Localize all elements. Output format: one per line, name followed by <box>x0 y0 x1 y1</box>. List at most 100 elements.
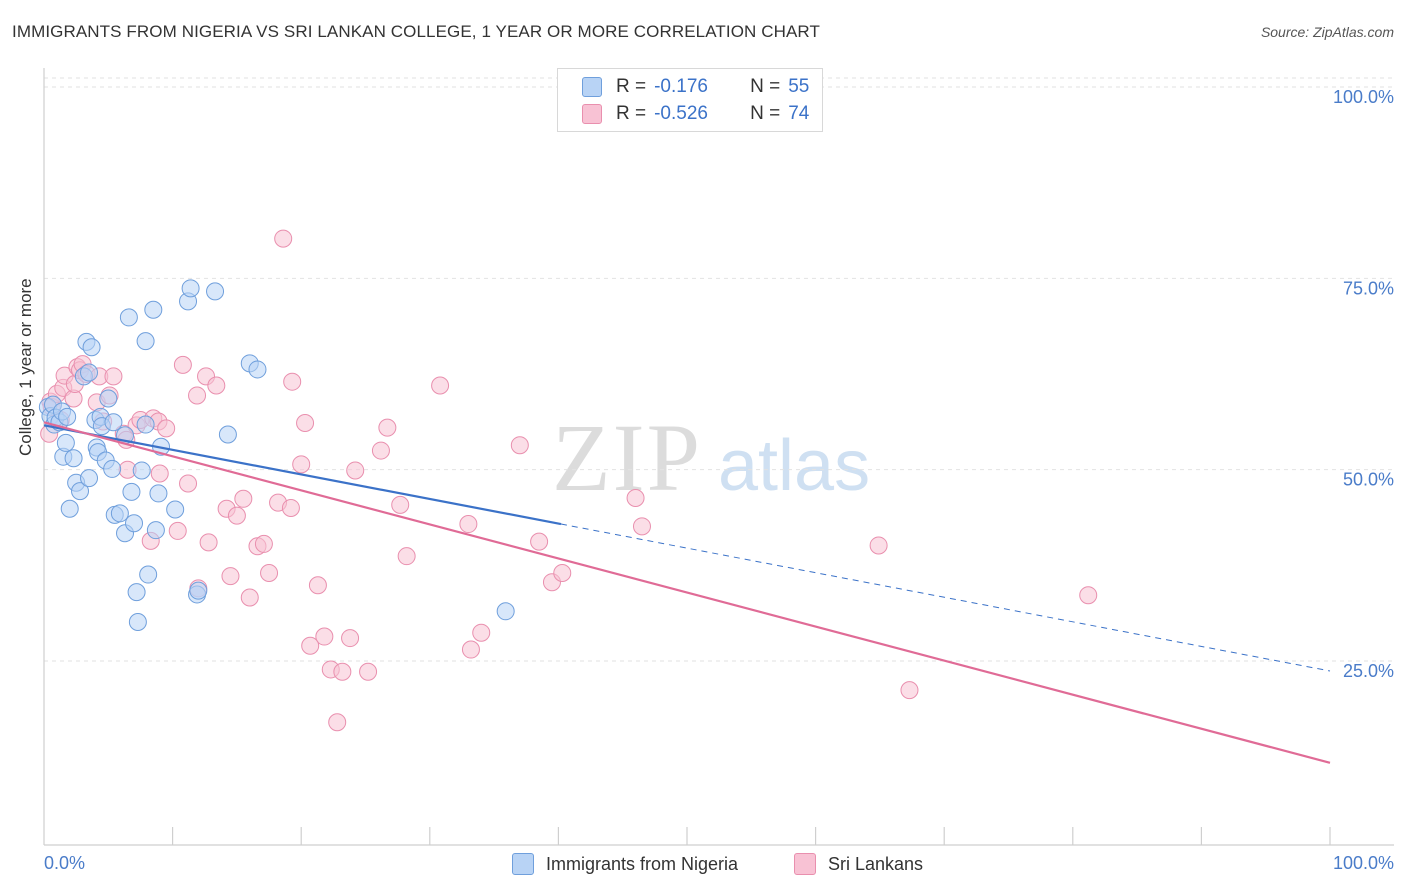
axes <box>43 68 1394 846</box>
y-tick-label: 25.0% <box>1343 661 1394 681</box>
legend-swatch-blue <box>582 77 602 97</box>
bottom-legend-srilanka: Sri Lankans <box>794 851 923 877</box>
point-nigeria <box>136 415 155 434</box>
point-nigeria <box>99 389 118 408</box>
point-nigeria <box>166 500 185 519</box>
point-nigeria <box>110 504 129 523</box>
point-sri-lankans <box>157 419 176 438</box>
point-sri-lankans <box>510 436 529 455</box>
point-sri-lankans <box>173 355 192 374</box>
point-nigeria <box>56 433 75 452</box>
point-nigeria <box>80 363 99 382</box>
bottom-legend-nigeria: Immigrants from Nigeria <box>512 851 738 877</box>
point-nigeria <box>248 360 267 379</box>
point-sri-lankans <box>260 564 279 583</box>
point-sri-lankans <box>359 662 378 681</box>
point-sri-lankans <box>431 376 450 395</box>
point-sri-lankans <box>472 623 491 642</box>
point-nigeria <box>144 300 163 319</box>
point-sri-lankans <box>168 521 187 540</box>
point-sri-lankans <box>632 517 651 536</box>
legend-row-nigeria: R = -0.176 N = 55 <box>582 75 809 99</box>
point-sri-lankans <box>207 376 226 395</box>
point-nigeria <box>136 332 155 351</box>
point-nigeria <box>132 461 151 480</box>
source-label: Source: ZipAtlas.com <box>1260 24 1394 40</box>
point-sri-lankans <box>869 536 888 555</box>
point-sri-lankans <box>227 506 246 525</box>
trend-lines <box>43 421 1331 764</box>
point-sri-lankans <box>104 367 123 386</box>
point-nigeria <box>496 602 515 621</box>
point-sri-lankans <box>900 681 919 700</box>
point-nigeria <box>189 581 208 600</box>
y-tick-label: 100.0% <box>1333 87 1394 107</box>
trend-nigeria-dashed <box>560 523 1331 672</box>
point-sri-lankans <box>188 386 207 405</box>
point-sri-lankans <box>626 489 645 508</box>
point-sri-lankans <box>397 547 416 566</box>
point-nigeria <box>60 499 79 518</box>
point-sri-lankans <box>292 455 311 474</box>
point-sri-lankans <box>328 713 347 732</box>
point-nigeria <box>206 282 225 301</box>
nigeria-points <box>38 279 515 631</box>
point-nigeria <box>146 521 165 540</box>
bottom-legend-label-srilanka: Sri Lankans <box>828 853 924 874</box>
legend-r-label: R = <box>616 76 647 97</box>
point-sri-lankans <box>240 588 259 607</box>
y-tick-label: 50.0% <box>1343 470 1394 490</box>
point-sri-lankans <box>281 498 300 517</box>
point-nigeria <box>58 407 77 426</box>
point-sri-lankans <box>346 461 365 480</box>
point-nigeria <box>122 482 141 501</box>
point-sri-lankans <box>274 229 293 248</box>
legend-r-label: R = <box>616 103 647 124</box>
legend-n-value: 74 <box>788 103 810 124</box>
point-nigeria <box>71 482 90 501</box>
point-sri-lankans <box>283 372 302 391</box>
bottom-legend-label-nigeria: Immigrants from Nigeria <box>546 853 739 874</box>
x-tick-right: 100.0% <box>1333 853 1394 873</box>
trend-sri-lankans <box>43 421 1331 764</box>
y-tick-labels: 100.0% 75.0% 50.0% 25.0% <box>1333 87 1394 681</box>
point-sri-lankans <box>378 418 397 437</box>
point-sri-lankans <box>1079 586 1098 605</box>
bottom-legend-swatch-blue <box>512 853 534 875</box>
point-sri-lankans <box>234 489 253 508</box>
point-sri-lankans <box>371 441 390 460</box>
point-sri-lankans <box>221 567 240 586</box>
point-sri-lankans <box>296 414 315 433</box>
point-nigeria <box>80 469 99 488</box>
point-nigeria <box>103 459 122 478</box>
point-nigeria <box>139 565 158 584</box>
watermark-atlas: atlas <box>718 426 870 506</box>
bottom-legend-swatch-pink <box>794 853 816 875</box>
point-nigeria <box>149 484 168 503</box>
point-sri-lankans <box>199 533 218 552</box>
point-nigeria <box>128 612 147 631</box>
point-sri-lankans <box>391 495 410 514</box>
legend-r-value: -0.176 <box>654 76 708 97</box>
legend-n-label: N = <box>750 103 781 124</box>
point-sri-lankans <box>315 627 334 646</box>
point-sri-lankans <box>341 629 360 648</box>
point-sri-lankans <box>254 534 273 553</box>
point-sri-lankans <box>461 640 480 659</box>
point-nigeria <box>64 449 83 468</box>
x-tick-left: 0.0% <box>44 853 85 873</box>
legend-n-value: 55 <box>788 76 810 97</box>
point-nigeria <box>218 425 237 444</box>
watermark: ZIP atlas <box>552 404 870 511</box>
point-nigeria <box>127 583 146 602</box>
legend-swatch-pink <box>582 104 602 124</box>
point-nigeria <box>104 413 123 432</box>
legend-row-srilanka: R = -0.526 N = 74 <box>582 102 809 126</box>
y-tick-label: 75.0% <box>1343 278 1394 298</box>
point-sri-lankans <box>459 515 478 534</box>
point-sri-lankans <box>308 576 327 595</box>
point-nigeria <box>82 338 101 357</box>
legend-n-label: N = <box>750 76 781 97</box>
point-sri-lankans <box>179 474 198 493</box>
